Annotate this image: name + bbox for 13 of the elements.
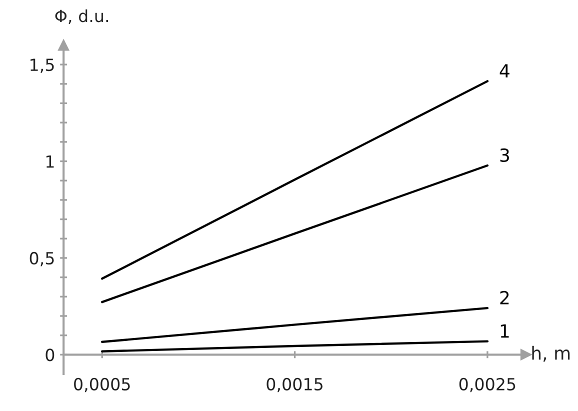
x-axis-title: h, m <box>532 346 570 362</box>
x-tick-label: 0,0015 <box>266 378 322 392</box>
series-label: 4 <box>500 64 510 78</box>
series-label: 1 <box>500 324 509 338</box>
y-tick-label: 1 <box>46 155 54 168</box>
x-tick-label: 0,0005 <box>74 378 130 392</box>
x-tick-label: 0,0025 <box>459 378 516 392</box>
y-tick-label: 0 <box>46 348 54 362</box>
y-tick-label: 0,5 <box>30 252 54 266</box>
y-axis-title: Φ, d.u. <box>55 9 108 24</box>
series-label: 3 <box>500 148 509 162</box>
y-tick-label: 1,5 <box>30 58 54 73</box>
series-label: 2 <box>500 290 509 304</box>
